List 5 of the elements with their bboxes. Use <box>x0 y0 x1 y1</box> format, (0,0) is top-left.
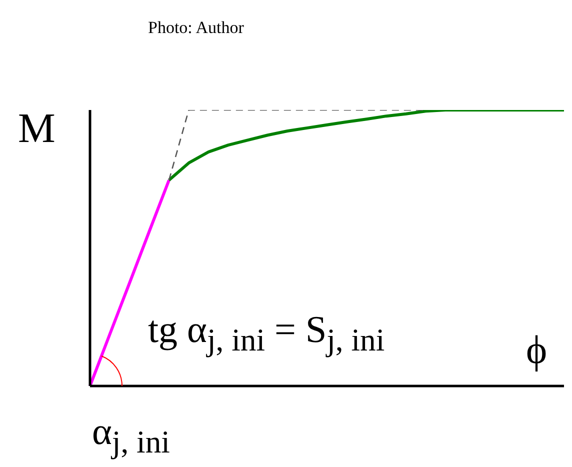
x-axis-title: ϕ <box>526 327 548 372</box>
text: α$_{j, ini}$ <box>92 410 170 462</box>
text: Photo: Author <box>148 18 244 38</box>
annotation: tg α$_{j, ini}$ = S$_{j, ini}$ <box>148 308 385 360</box>
y-axis-title: M <box>18 106 56 152</box>
